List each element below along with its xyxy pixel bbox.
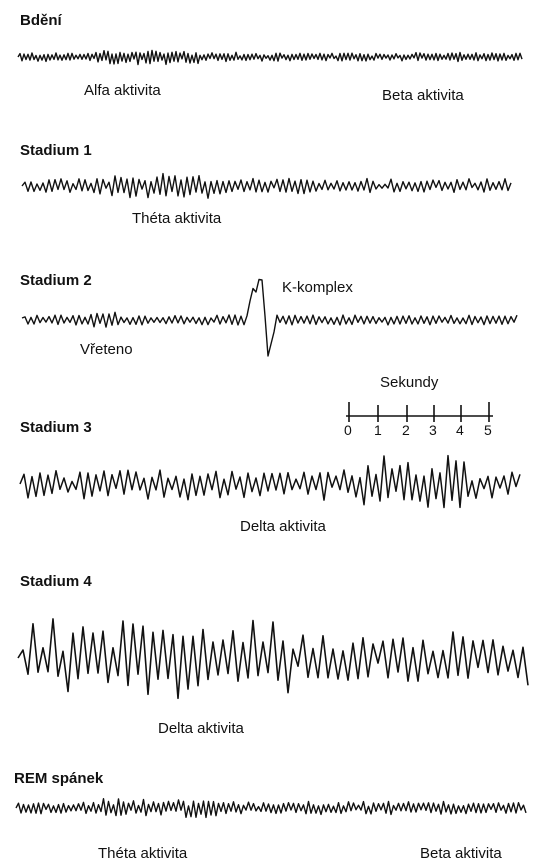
label-vreteno: Vřeteno [80,341,133,358]
time-scale-tick-0: 0 [344,422,352,438]
time-scale-bar [346,402,493,422]
label-k-komplex: K-komplex [282,279,353,296]
time-scale-title: Sekundy [380,374,439,391]
stage-title-stadium-1: Stadium 1 [20,142,92,159]
label-delta-aktivita-stadium-3: Delta aktivita [240,518,326,535]
eeg-trace-stadium-2 [21,278,518,357]
time-scale-tick-3: 3 [429,422,437,438]
stage-title-rem-spanek: REM spánek [14,770,104,787]
stage-title-stadium-4: Stadium 4 [20,573,92,590]
time-scale-tick-1: 1 [374,422,382,438]
label-theta-aktivita-rem: Théta aktivita [98,845,188,862]
eeg-trace-stadium-4 [17,618,529,700]
eeg-trace-stadium-3 [19,454,521,509]
time-scale-tick-2: 2 [402,422,410,438]
stage-title-stadium-2: Stadium 2 [20,272,92,289]
label-delta-aktivita-stadium-4: Delta aktivita [158,720,244,737]
stage-title-bdeni: Bdění [20,12,62,29]
label-theta-aktivita-stadium-1: Théta aktivita [132,210,222,227]
time-scale-tick-4: 4 [456,422,464,438]
label-beta-aktivita-bdeni: Beta aktivita [382,87,464,104]
eeg-trace-bdeni [17,49,523,66]
label-beta-aktivita-rem: Beta aktivita [420,845,502,862]
time-scale-tick-5: 5 [484,422,492,438]
label-alfa-aktivita: Alfa aktivita [84,82,161,99]
eeg-trace-stadium-1 [21,172,512,199]
eeg-trace-rem-spanek [15,798,527,819]
stage-title-stadium-3: Stadium 3 [20,419,92,436]
